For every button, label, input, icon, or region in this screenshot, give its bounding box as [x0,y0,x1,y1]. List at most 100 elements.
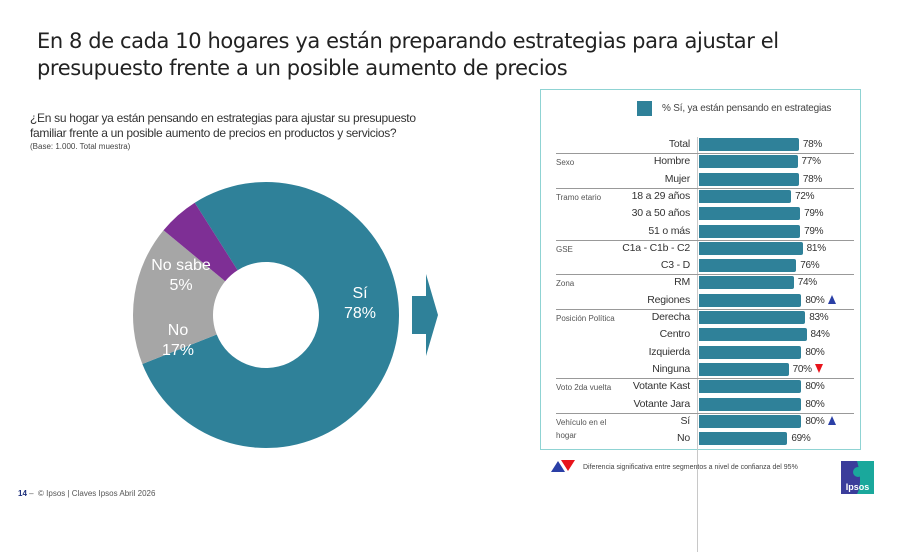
row-label: Votante Kast [632,380,690,393]
row-label: Sí [680,414,690,427]
page-number: 14 [18,489,27,498]
slice-label: No sabe [151,257,211,274]
sample-base: (Base: 1.000. Total muestra) [30,142,131,151]
bar [699,276,794,290]
significance-up-icon [827,294,836,304]
value-text: 80% [805,294,825,306]
donut-slice-si [142,182,400,449]
slice-value: 78% [344,305,376,322]
group-separator [556,412,854,414]
group-label: GSE [556,244,573,254]
row-label: Mujer [664,172,690,185]
group-separator [556,187,854,189]
value-label: 70% [792,363,823,375]
group-label: Posición Política [556,314,615,323]
value-text: 74% [797,277,817,289]
value-label: 79% [804,208,823,219]
group-separator [556,274,854,276]
slice-value: 5% [169,277,192,294]
bar [699,432,788,446]
value-text: 78% [802,173,822,185]
value-text: 84% [810,329,830,341]
bar [699,362,789,376]
group-label: Zona [556,279,575,289]
group-label: Tramo etario [556,192,602,202]
value-label: 80% [805,399,824,410]
row-label: RM [674,276,690,289]
footer: 14 – © Ipsos | Claves Ipsos Abril 2026 [18,489,155,498]
significance-icon [551,460,575,472]
group-label: Sexo [556,158,575,168]
bar [699,414,802,428]
bar [699,293,802,307]
value-label: 80% [805,381,824,392]
value-text: 83% [809,312,829,323]
bar [699,241,803,255]
bar [699,172,799,186]
value-text: 70% [792,363,812,375]
row-label: Total [668,138,690,150]
value-text: 80% [805,346,825,358]
value-text: 69% [791,433,811,445]
row-label: Regiones [647,293,690,306]
row-label: No [676,432,690,445]
value-text: 78% [802,139,822,150]
row-label: 51 o más [648,224,690,237]
value-label: 77% [802,156,821,167]
donut-slice-no [133,230,226,364]
value-text: 81% [806,242,826,254]
row-label: Derecha [651,311,690,323]
legend-swatch [637,101,652,116]
bar [699,155,798,169]
value-label: 84% [811,329,830,340]
donut-chart: Sí 78% No 17% No sabe 5% [133,182,400,449]
significance-up-icon [827,415,836,425]
row-label: Ninguna [652,362,690,375]
logo-text: Ipsos [845,482,870,492]
row-label: Hombre [653,155,690,168]
significance-down-icon [814,363,823,373]
group-separator [556,153,854,155]
row-label: C1a - C1b - C2 [622,241,690,254]
group-label: Voto 2da vuelta [556,383,612,393]
segment-panel [540,89,861,450]
value-label: 79% [804,226,823,237]
value-label: 81% [807,243,826,254]
logo-icon [841,461,874,494]
value-text: 80% [805,415,825,427]
value-text: 80% [805,398,825,410]
value-label: 80% [805,415,836,427]
slice-label: No [168,322,189,339]
slice-label: Sí [352,285,368,302]
bar-axis-baseline [697,137,698,552]
value-label: 76% [800,260,819,271]
group-separator [556,309,854,310]
bar [699,397,802,411]
row-label: 30 a 50 años [631,207,691,220]
value-text: 80% [805,381,825,393]
value-text: 79% [804,208,824,220]
donut-slice-no-sabe [163,202,238,282]
value-label: 83% [809,312,828,323]
group-separator [556,239,854,241]
bar [699,207,801,221]
value-label: 80% [805,347,824,358]
value-label: 78% [803,174,822,185]
group-separator [556,378,854,380]
bar [699,189,792,203]
value-label: 69% [791,433,810,444]
value-label: 72% [795,191,814,202]
bar [699,311,806,324]
arrow-right-icon [412,274,438,356]
value-label: 74% [798,277,817,288]
bar [699,380,802,394]
value-text: 72% [795,190,815,202]
significance-footnote: Diferencia significativa entre segmentos… [583,464,798,471]
bar [699,224,801,238]
page-title: En 8 de cada 10 hogares ya están prepara… [37,29,779,80]
bar [699,138,799,151]
survey-question: ¿En su hogar ya están pensando en estrat… [30,111,416,140]
slice-value: 17% [162,342,194,359]
row-label: Izquierda [648,345,691,358]
footer-dash: – [29,489,34,498]
